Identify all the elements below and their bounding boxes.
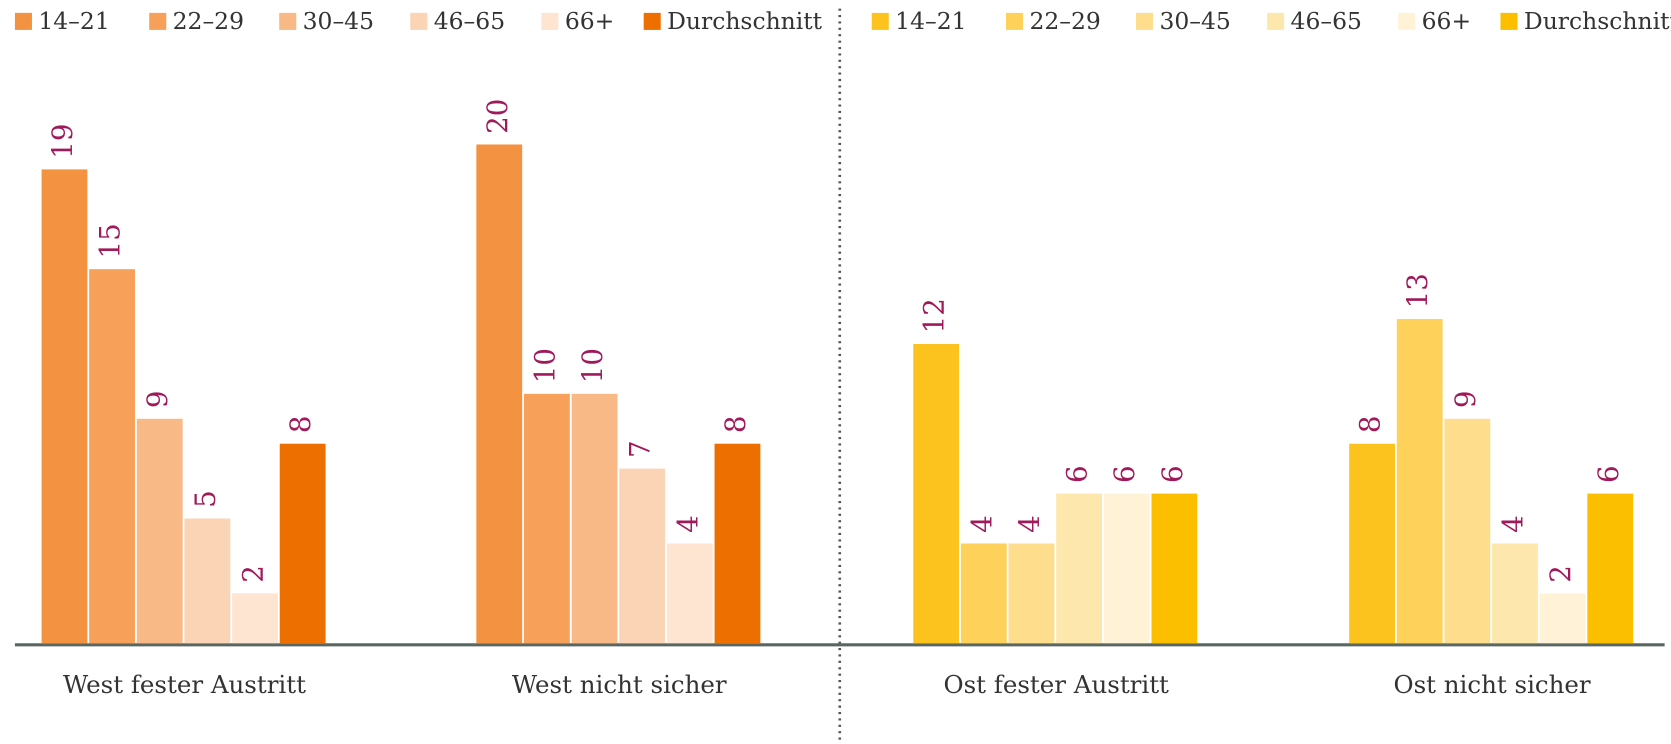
value-label: 20: [481, 99, 514, 134]
value-label: 8: [719, 415, 752, 433]
legend-swatch: [1267, 12, 1285, 30]
category-label: West nicht sicher: [512, 670, 727, 699]
bar: [89, 269, 136, 644]
legend-label: Durchschnitt: [1524, 7, 1671, 35]
bar: [1587, 493, 1634, 644]
bar: [1008, 543, 1055, 644]
legend-label: 66+: [565, 7, 614, 35]
legend-swatch: [1006, 12, 1024, 30]
bar: [1103, 493, 1150, 644]
category-label: Ost nicht sicher: [1393, 670, 1590, 699]
value-label: 15: [94, 223, 127, 258]
bar: [1151, 493, 1198, 644]
value-label: 6: [1156, 465, 1189, 483]
legend-label: 22–29: [173, 7, 244, 35]
value-label: 10: [576, 348, 609, 383]
bar: [41, 169, 88, 644]
legend-swatch: [541, 12, 559, 30]
bar: [1056, 493, 1103, 644]
bar: [666, 543, 713, 644]
legend-swatch: [643, 12, 661, 30]
legend-swatch: [279, 12, 297, 30]
value-label: 6: [1592, 465, 1625, 483]
legend-label: 30–45: [1159, 7, 1230, 35]
bar: [184, 518, 231, 644]
value-label: 6: [1108, 465, 1141, 483]
value-label: 8: [284, 415, 317, 433]
value-label: 4: [1013, 515, 1046, 533]
value-label: 9: [141, 391, 174, 409]
bar: [1539, 593, 1586, 644]
legend-label: 46–65: [434, 7, 505, 35]
bar: [913, 343, 960, 644]
value-label: 9: [1449, 391, 1482, 409]
bar: [1492, 543, 1538, 644]
value-label: 4: [671, 515, 704, 533]
legend-label: 46–65: [1291, 7, 1362, 35]
value-label: 8: [1354, 415, 1387, 433]
category-label: Ost fester Austritt: [944, 670, 1170, 699]
value-label: 2: [1544, 565, 1577, 583]
value-label: 5: [189, 490, 222, 508]
legend-label: 66+: [1422, 7, 1471, 35]
bar: [571, 393, 618, 644]
value-label: 19: [46, 124, 79, 159]
bar: [960, 543, 1007, 644]
bar: [1349, 443, 1395, 644]
legend-swatch: [1398, 12, 1416, 30]
bar: [619, 468, 666, 644]
legend-swatch: [14, 12, 32, 30]
legend-label: 22–29: [1029, 7, 1100, 35]
value-label: 10: [528, 348, 561, 383]
value-label: 4: [965, 515, 998, 533]
bar: [1396, 319, 1443, 644]
legend-label: 14–21: [38, 7, 109, 35]
bar: [136, 418, 183, 644]
bar: [279, 443, 326, 644]
legend-label: Durchschnitt: [667, 7, 823, 35]
value-label: 12: [918, 298, 951, 333]
value-label: 6: [1061, 465, 1094, 483]
bar: [476, 144, 523, 644]
category-label: West fester Austritt: [63, 670, 306, 699]
bar: [523, 393, 570, 644]
legend-label: 14–21: [895, 7, 966, 35]
bar: [714, 443, 761, 644]
value-label: 2: [237, 565, 270, 583]
value-label: 13: [1401, 273, 1434, 308]
legend-swatch: [1500, 12, 1518, 30]
value-label: 7: [624, 440, 657, 458]
value-label: 4: [1496, 515, 1529, 533]
bar: [1444, 418, 1491, 644]
legend-swatch: [410, 12, 428, 30]
legend-swatch: [1136, 12, 1154, 30]
legend-swatch: [149, 12, 167, 30]
legend-swatch: [871, 12, 889, 30]
legend-label: 30–45: [303, 7, 374, 35]
bar: [232, 593, 278, 644]
